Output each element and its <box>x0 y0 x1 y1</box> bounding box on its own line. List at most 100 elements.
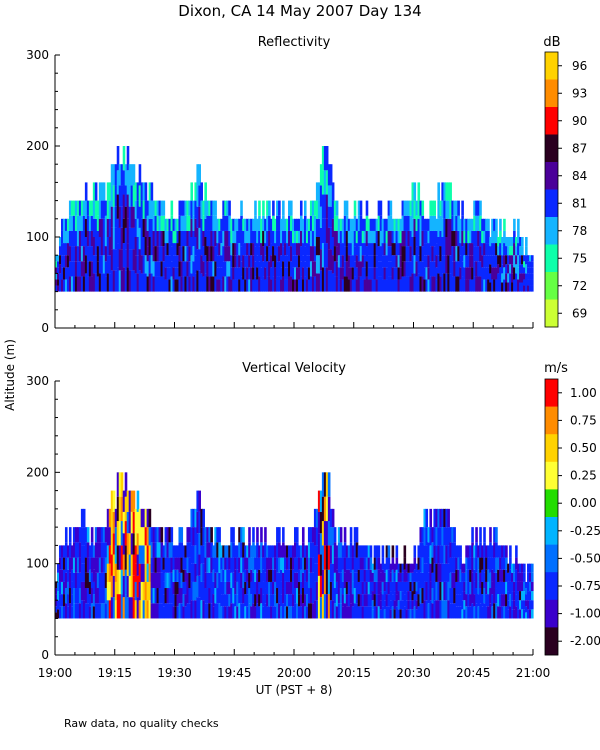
echo-cell <box>286 594 289 607</box>
echo-cell <box>523 600 526 610</box>
echo-cell <box>453 200 456 216</box>
echo-cell <box>282 588 285 604</box>
echo-cell <box>479 572 482 589</box>
echo-cell <box>274 230 277 244</box>
echo-cell <box>381 255 385 268</box>
echo-cell <box>475 557 478 573</box>
echo-cell <box>274 267 277 280</box>
echo-cell <box>226 261 229 277</box>
echo-cell <box>369 581 373 595</box>
echo-cell <box>166 279 170 292</box>
echo-cell <box>519 264 522 274</box>
echo-cell <box>387 581 391 595</box>
echo-cell <box>333 246 337 262</box>
colorbar-swatch <box>545 272 558 300</box>
echo-cell <box>381 581 385 595</box>
echo-cell <box>118 270 122 292</box>
echo-cell <box>387 545 391 558</box>
echo-cell <box>379 581 383 592</box>
echo-cell <box>180 246 184 262</box>
echo-cell <box>411 182 415 201</box>
echo-cell <box>88 569 92 582</box>
echo-cell <box>94 588 98 604</box>
echo-cell <box>369 594 373 607</box>
echo-cell <box>507 255 510 265</box>
echo-cell <box>226 545 229 558</box>
echo-cell <box>443 182 446 201</box>
echo-cell <box>208 588 211 604</box>
echo-cell <box>397 591 401 601</box>
echo-cell <box>443 255 446 274</box>
echo-cell <box>286 279 289 292</box>
echo-cell <box>190 581 194 601</box>
echo-cell <box>359 246 363 262</box>
echo-cell <box>305 606 309 619</box>
echo-cell <box>427 230 431 244</box>
echo-cell <box>445 255 448 274</box>
echo-cell <box>377 246 381 262</box>
echo-cell <box>361 255 365 268</box>
echo-cell <box>399 230 403 244</box>
echo-cell <box>379 563 383 573</box>
echo-cell <box>128 511 132 534</box>
echo-cell <box>220 267 223 280</box>
echo-cell <box>305 581 309 595</box>
echo-cell <box>435 230 438 244</box>
echo-cell <box>266 581 269 595</box>
echo-cell <box>226 557 229 570</box>
echo-cell <box>152 230 156 247</box>
echo-cell <box>64 542 68 558</box>
echo-cell <box>66 545 70 558</box>
echo-cell <box>301 243 305 256</box>
echo-cell <box>234 581 237 595</box>
echo-cell <box>100 218 104 237</box>
echo-cell <box>329 563 333 582</box>
echo-cell <box>307 218 311 231</box>
x-tick-label: 21:00 <box>516 666 551 680</box>
echo-cell <box>443 581 446 601</box>
echo-cell <box>216 243 219 256</box>
echo-cell <box>186 542 190 558</box>
echo-cell <box>270 545 273 558</box>
echo-cell <box>385 255 389 268</box>
echo-cell <box>315 273 319 292</box>
echo-cell <box>116 496 120 522</box>
echo-cell <box>449 182 452 201</box>
colorbar-tick-label: 96 <box>572 59 587 73</box>
echo-cell <box>517 267 520 280</box>
echo-cell <box>250 267 253 280</box>
echo-cell <box>196 575 199 598</box>
echo-cell <box>158 603 162 619</box>
echo-cell <box>313 600 317 619</box>
echo-cell <box>230 588 233 604</box>
echo-cell <box>248 557 251 573</box>
echo-cell <box>423 545 427 564</box>
colorbar-swatch <box>545 107 558 135</box>
echo-cell <box>270 569 273 582</box>
echo-cell <box>282 603 285 619</box>
echo-cell <box>112 554 116 576</box>
echo-cell <box>341 545 345 558</box>
echo-cell <box>321 243 325 268</box>
echo-cell <box>146 215 150 231</box>
echo-cell <box>86 572 90 589</box>
echo-cell <box>521 600 524 610</box>
echo-cell <box>248 218 251 231</box>
echo-cell <box>190 563 194 582</box>
echo-cell <box>212 230 215 247</box>
echo-cell <box>383 267 387 280</box>
echo-cell <box>58 606 62 619</box>
echo-cell <box>351 279 355 292</box>
echo-cell <box>399 243 403 256</box>
echo-cell <box>78 557 82 573</box>
echo-cell <box>234 218 237 231</box>
echo-cell <box>150 182 154 201</box>
echo-cell <box>84 200 88 219</box>
echo-cell <box>299 581 303 595</box>
echo-cell <box>391 267 395 280</box>
echo-cell <box>72 200 76 216</box>
echo-cell <box>511 591 514 601</box>
echo-cell <box>307 527 311 543</box>
echo-cell <box>529 600 532 610</box>
echo-cell <box>55 612 58 619</box>
